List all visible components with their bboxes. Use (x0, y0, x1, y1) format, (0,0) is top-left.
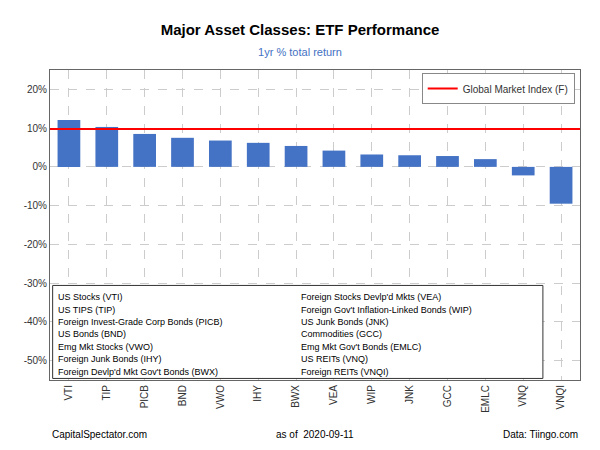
svg-text:BWX: BWX (290, 385, 301, 408)
svg-text:-40%: -40% (24, 316, 47, 327)
svg-text:Commodities (GCC): Commodities (GCC) (301, 329, 382, 339)
svg-text:as of 2020-09-11: as of 2020-09-11 (276, 429, 354, 440)
svg-text:-10%: -10% (24, 200, 47, 211)
svg-text:0%: 0% (33, 161, 48, 172)
svg-text:VNQ: VNQ (517, 385, 528, 407)
svg-text:PICB: PICB (139, 385, 150, 409)
svg-text:JNK: JNK (404, 385, 415, 404)
svg-text:US REITs (VNQ): US REITs (VNQ) (301, 354, 368, 364)
svg-text:CapitalSpectator.com: CapitalSpectator.com (52, 429, 147, 440)
svg-text:Foreign Gov't Inflation-Linked: Foreign Gov't Inflation-Linked Bonds (WI… (301, 305, 472, 315)
svg-text:Foreign Junk Bonds (IHY): Foreign Junk Bonds (IHY) (58, 354, 162, 364)
svg-text:10%: 10% (27, 123, 47, 134)
svg-text:Global Market Index (F): Global Market Index (F) (463, 84, 568, 95)
svg-text:Foreign REITs (VNQI): Foreign REITs (VNQI) (301, 367, 389, 377)
svg-text:Emg Mkt Stocks (VWO): Emg Mkt Stocks (VWO) (58, 342, 153, 352)
svg-text:IHY: IHY (252, 385, 263, 402)
svg-text:Data: Tiingo.com: Data: Tiingo.com (503, 429, 578, 440)
svg-text:20%: 20% (27, 84, 47, 95)
svg-text:VWO: VWO (215, 385, 226, 409)
svg-text:GCC: GCC (442, 385, 453, 407)
svg-text:1yr % total return: 1yr % total return (258, 46, 342, 58)
svg-text:US TIPS (TIP): US TIPS (TIP) (58, 305, 115, 315)
svg-text:Foreign Stocks Devlp'd Mkts (V: Foreign Stocks Devlp'd Mkts (VEA) (301, 292, 441, 302)
svg-text:-50%: -50% (24, 355, 47, 366)
svg-text:Foreign Invest-Grade Corp Bond: Foreign Invest-Grade Corp Bonds (PICB) (58, 317, 223, 327)
svg-text:-30%: -30% (24, 278, 47, 289)
svg-text:US Stocks (VTI): US Stocks (VTI) (58, 292, 123, 302)
svg-text:Major Asset Classes: ETF Perfo: Major Asset Classes: ETF Performance (161, 21, 440, 38)
svg-text:US Junk Bonds (JNK): US Junk Bonds (JNK) (301, 317, 389, 327)
svg-text:US Bonds (BND): US Bonds (BND) (58, 329, 126, 339)
svg-text:-20%: -20% (24, 239, 47, 250)
svg-text:TIP: TIP (101, 385, 112, 401)
svg-text:EMLC: EMLC (480, 385, 491, 413)
svg-text:BND: BND (177, 385, 188, 406)
svg-text:WIP: WIP (366, 385, 377, 404)
svg-text:Emg Mkt Gov't Bonds (EMLC): Emg Mkt Gov't Bonds (EMLC) (301, 342, 421, 352)
svg-text:VTI: VTI (63, 385, 74, 401)
svg-text:Foreign Devlp'd Mkt Gov't Bond: Foreign Devlp'd Mkt Gov't Bonds (BWX) (58, 367, 218, 377)
svg-text:VEA: VEA (328, 385, 339, 405)
svg-text:VNQI: VNQI (555, 385, 566, 409)
